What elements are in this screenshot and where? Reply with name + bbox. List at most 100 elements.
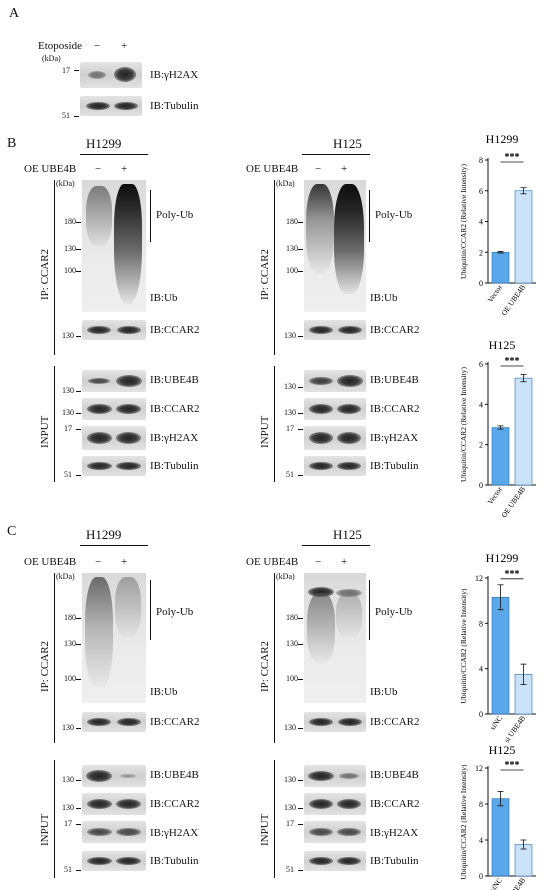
blot-ccar2-c-left: [82, 793, 146, 815]
chart-bar-1-0: [491, 427, 510, 486]
marker-180-b-right: 180: [286, 217, 298, 226]
ib-ccar2-c-right: IB:CCAR2: [370, 798, 420, 810]
lane-plus-b-left: +: [121, 163, 128, 175]
ib-ccar2-ip-b-left: IB:CCAR2: [150, 324, 200, 336]
chart-title-0: H1299: [486, 132, 519, 146]
chart-tick-label-1-2: 4: [479, 400, 483, 409]
blot-ip-ccar2-c-right: [304, 712, 366, 732]
marker-180-c-right: 180: [286, 613, 298, 622]
ib-ccar2-ip-c-right: IB:CCAR2: [370, 716, 420, 728]
kda-label: (kDa): [42, 54, 61, 63]
chart-tick-label-0-2: 4: [479, 218, 483, 227]
poly-ub-c-left: Poly-Ub: [156, 606, 194, 618]
cell-line-h1299-c: H1299: [86, 527, 122, 542]
panel-letter-b: B: [7, 136, 17, 151]
ib-ccar2-ip-b-right: IB:CCAR2: [370, 324, 420, 336]
chart-tick-label-3-1: 4: [479, 836, 483, 845]
blot-ip-ub-b-right: [304, 180, 366, 312]
marker-100-c-left: 100: [64, 674, 76, 683]
chart-tick-label-0-3: 6: [479, 187, 483, 196]
blot-ip-ccar2-b-left: [82, 320, 146, 340]
blot-ccar2-b-right: [304, 398, 366, 420]
chart-category-3-1: si UBE4B: [502, 876, 527, 890]
ib-tubulin-c-right: IB:Tubulin: [370, 855, 419, 867]
cell-line-h125-b: H125: [333, 136, 362, 151]
ib-ub-b-left: IB:Ub: [150, 292, 178, 304]
lane-plus-b-right: +: [341, 163, 348, 175]
blot-ccar2-b-left: [82, 398, 146, 420]
marker-130-ccar2-b-left: 130: [62, 408, 74, 417]
ib-ub-c-right: IB:Ub: [370, 686, 398, 698]
chart-significance-2: ***: [505, 569, 520, 580]
lane-minus-c-left: −: [95, 556, 102, 568]
ib-ube4b-c-left: IB:UBE4B: [150, 769, 199, 781]
oe-ube4b-label-c-right: OE UBE4B: [246, 556, 299, 568]
cell-line-h125-c: H125: [333, 527, 362, 542]
etoposide-label: Etoposide: [38, 40, 82, 52]
blot-ip-ub-b-left: [82, 180, 146, 312]
marker-130-ip-b-left: 130: [64, 244, 76, 253]
blot-h2ax-c-right: [304, 821, 366, 843]
marker-17-c-left: 17: [64, 819, 72, 828]
ib-ube4b-b-left: IB:UBE4B: [150, 374, 199, 386]
cell-line-h1299-b: H1299: [86, 136, 122, 151]
ib-tubulin-b-left: IB:Tubulin: [150, 460, 199, 472]
marker-130-ube4b-b-right: 130: [284, 382, 296, 391]
marker-130-b-left: 130: [62, 331, 74, 340]
marker-51-c-left: 51: [64, 865, 72, 874]
marker-130-ip-c-right: 130: [286, 639, 298, 648]
ib-ube4b-b-right: IB:UBE4B: [370, 374, 419, 386]
marker-130-ccar2-c-right: 130: [284, 803, 296, 812]
kda-c-right: (kDa): [276, 572, 295, 581]
chart-significance-0: ***: [505, 152, 520, 163]
marker-100-c-right: 100: [286, 674, 298, 683]
chart-bar-1-1: [514, 377, 533, 486]
chart-category-2-1: si UBE4B: [502, 714, 527, 744]
oe-ube4b-label-b-right: OE UBE4B: [246, 163, 299, 175]
chart-ylabel-0: Ubiquitin/CCAR2 (Relative Intensity): [459, 164, 468, 279]
chart-category-3-0: siNC: [488, 876, 504, 890]
chart-tick-label-3-2: 8: [479, 800, 483, 809]
ib-ccar2-c-left: IB:CCAR2: [150, 798, 200, 810]
ib-h2ax-c-left: IB:γH2AX: [150, 827, 199, 839]
chart-category-1-0: Vector: [486, 485, 505, 507]
chart-ylabel-2: Ubiquitin/CCAR2 (Relative Intensity): [459, 588, 468, 703]
ib-ube4b-c-right: IB:UBE4B: [370, 769, 419, 781]
ib-ccar2-b-right: IB:CCAR2: [370, 403, 420, 415]
ib-h2ax-b-right: IB:γH2AX: [370, 432, 419, 444]
marker-51-b-right: 51: [286, 470, 294, 479]
chart-bar-0-0: [491, 251, 510, 284]
blot-ube4b-c-right: [304, 765, 366, 787]
ib-tubulin-b-right: IB:Tubulin: [370, 460, 419, 472]
marker-130-ccar2-c-left: 130: [62, 803, 74, 812]
marker-17-b-right: 17: [286, 424, 294, 433]
chart-tick-label-2-2: 8: [479, 619, 483, 628]
chart-tick-label-2-3: 12: [475, 574, 483, 583]
kda-b-left: (kDa): [56, 179, 75, 188]
ib-ccar2-ip-c-left: IB:CCAR2: [150, 716, 200, 728]
poly-ub-b-left: Poly-Ub: [156, 209, 194, 221]
blot-tubulin-b-left: [82, 456, 146, 476]
oe-ube4b-label-b: OE UBE4B: [24, 163, 77, 175]
marker-100-b-right: 100: [286, 266, 298, 275]
chart-category-2-0: siNC: [488, 714, 504, 732]
blot-tubulin-c-right: [304, 851, 366, 871]
marker-130-ube4b-c-left: 130: [62, 775, 74, 784]
chart-title-3: H125: [489, 743, 516, 757]
marker-17: 17: [62, 66, 70, 75]
chart-bar-0-1: [514, 190, 533, 284]
marker-130-c-left: 130: [62, 723, 74, 732]
blot-ip-ub-c-right: [304, 573, 366, 703]
chart-title-2: H1299: [486, 551, 519, 565]
chart-tick-label-0-0: 0: [479, 279, 483, 288]
chart-tick-label-3-3: 12: [475, 764, 483, 773]
lane-plus-c-left: +: [121, 556, 128, 568]
chart-significance-1: ***: [505, 356, 520, 367]
blot-tubulin-b-right: [304, 456, 366, 476]
marker-130-ip-c-left: 130: [64, 639, 76, 648]
blot-h2ax-a: [80, 62, 142, 88]
marker-51-b-left: 51: [64, 470, 72, 479]
chart-bar-3-0: [491, 798, 510, 877]
marker-130-b-right: 130: [284, 331, 296, 340]
